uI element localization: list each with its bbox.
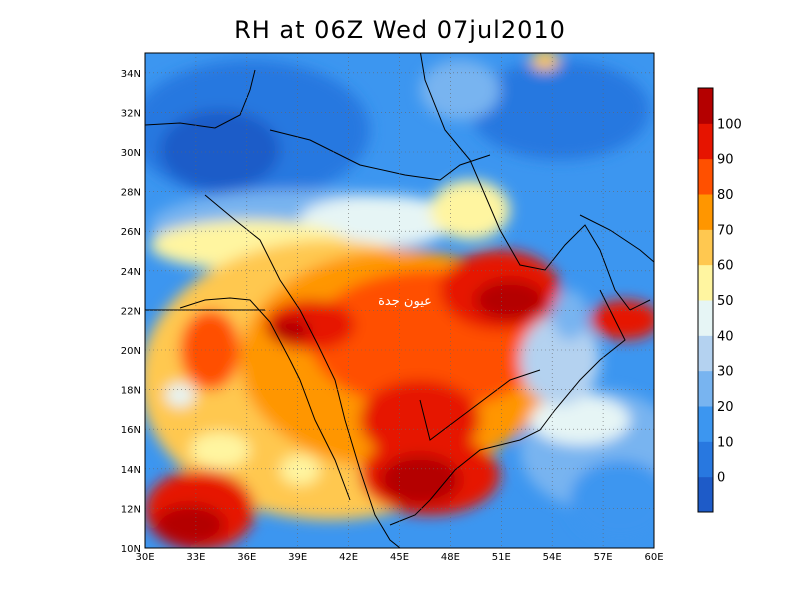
colorbar-swatch — [698, 441, 713, 478]
colorbar-swatch — [698, 88, 713, 124]
colorbar-label: 80 — [717, 188, 734, 203]
colorbar-swatch — [698, 406, 713, 442]
y-tick-label: 34N — [121, 69, 141, 80]
y-tick-label: 10N — [121, 544, 141, 555]
colorbar-swatch — [698, 158, 713, 195]
y-tick-label: 12N — [121, 504, 141, 515]
colorbar-swatch — [698, 335, 713, 372]
y-tick-label: 18N — [121, 386, 141, 397]
colorbar-label: 50 — [717, 294, 734, 309]
colorbar: 0 10 20 30 40 50 60 70 80 90 100 — [697, 87, 742, 513]
colorbar-label: 0 — [717, 471, 725, 486]
y-tick-label: 30N — [121, 148, 141, 159]
y-tick-label: 32N — [121, 108, 141, 119]
colorbar-swatch — [698, 194, 713, 230]
colorbar-label: 60 — [717, 259, 734, 274]
colorbar-label: 30 — [717, 365, 734, 380]
x-tick-label: 33E — [186, 552, 205, 563]
x-tick-label: 42E — [339, 552, 358, 563]
x-tick-label: 36E — [237, 552, 256, 563]
x-tick-label: 60E — [644, 552, 663, 563]
lon-tick-labels: 30E 33E 36E 39E 42E 45E 48E 51E 54E 57E 60E — [135, 552, 663, 563]
y-tick-label: 22N — [121, 306, 141, 317]
colorbar-label: 10 — [717, 435, 734, 450]
x-tick-label: 39E — [288, 552, 307, 563]
map-title: RH at 06Z Wed 07jul2010 — [234, 16, 566, 44]
colorbar-swatch — [698, 370, 713, 407]
coastlines — [145, 53, 654, 548]
colorbar-label: 90 — [717, 153, 734, 168]
x-tick-label: 57E — [594, 552, 613, 563]
y-tick-label: 16N — [121, 425, 141, 436]
map-gridlines — [145, 53, 654, 548]
colorbar-swatch — [698, 229, 713, 266]
y-tick-label: 14N — [121, 465, 141, 476]
watermark-text: عيون جدة — [378, 294, 432, 309]
colorbar-swatch — [698, 264, 713, 301]
colorbar-swatch — [698, 300, 713, 336]
y-tick-label: 28N — [121, 188, 141, 199]
colorbar-label: 40 — [717, 329, 734, 344]
colorbar-label: 100 — [717, 117, 742, 132]
x-tick-label: 48E — [441, 552, 460, 563]
x-tick-label: 54E — [543, 552, 562, 563]
colorbar-swatch — [698, 123, 713, 160]
colorbar-label: 70 — [717, 223, 734, 238]
lat-tick-labels: 10N 12N 14N 16N 18N 20N 22N 24N 26N 28N 30N 32N 34N — [121, 69, 141, 555]
map-frame — [144, 52, 655, 549]
y-tick-label: 26N — [121, 227, 141, 238]
y-tick-label: 20N — [121, 346, 141, 357]
x-tick-label: 45E — [390, 552, 409, 563]
colorbar-frame — [697, 87, 714, 513]
x-tick-label: 51E — [492, 552, 511, 563]
colorbar-swatch — [698, 476, 713, 513]
y-tick-label: 24N — [121, 267, 141, 278]
x-tick-label: 30E — [135, 552, 154, 563]
colorbar-label: 20 — [717, 400, 734, 415]
